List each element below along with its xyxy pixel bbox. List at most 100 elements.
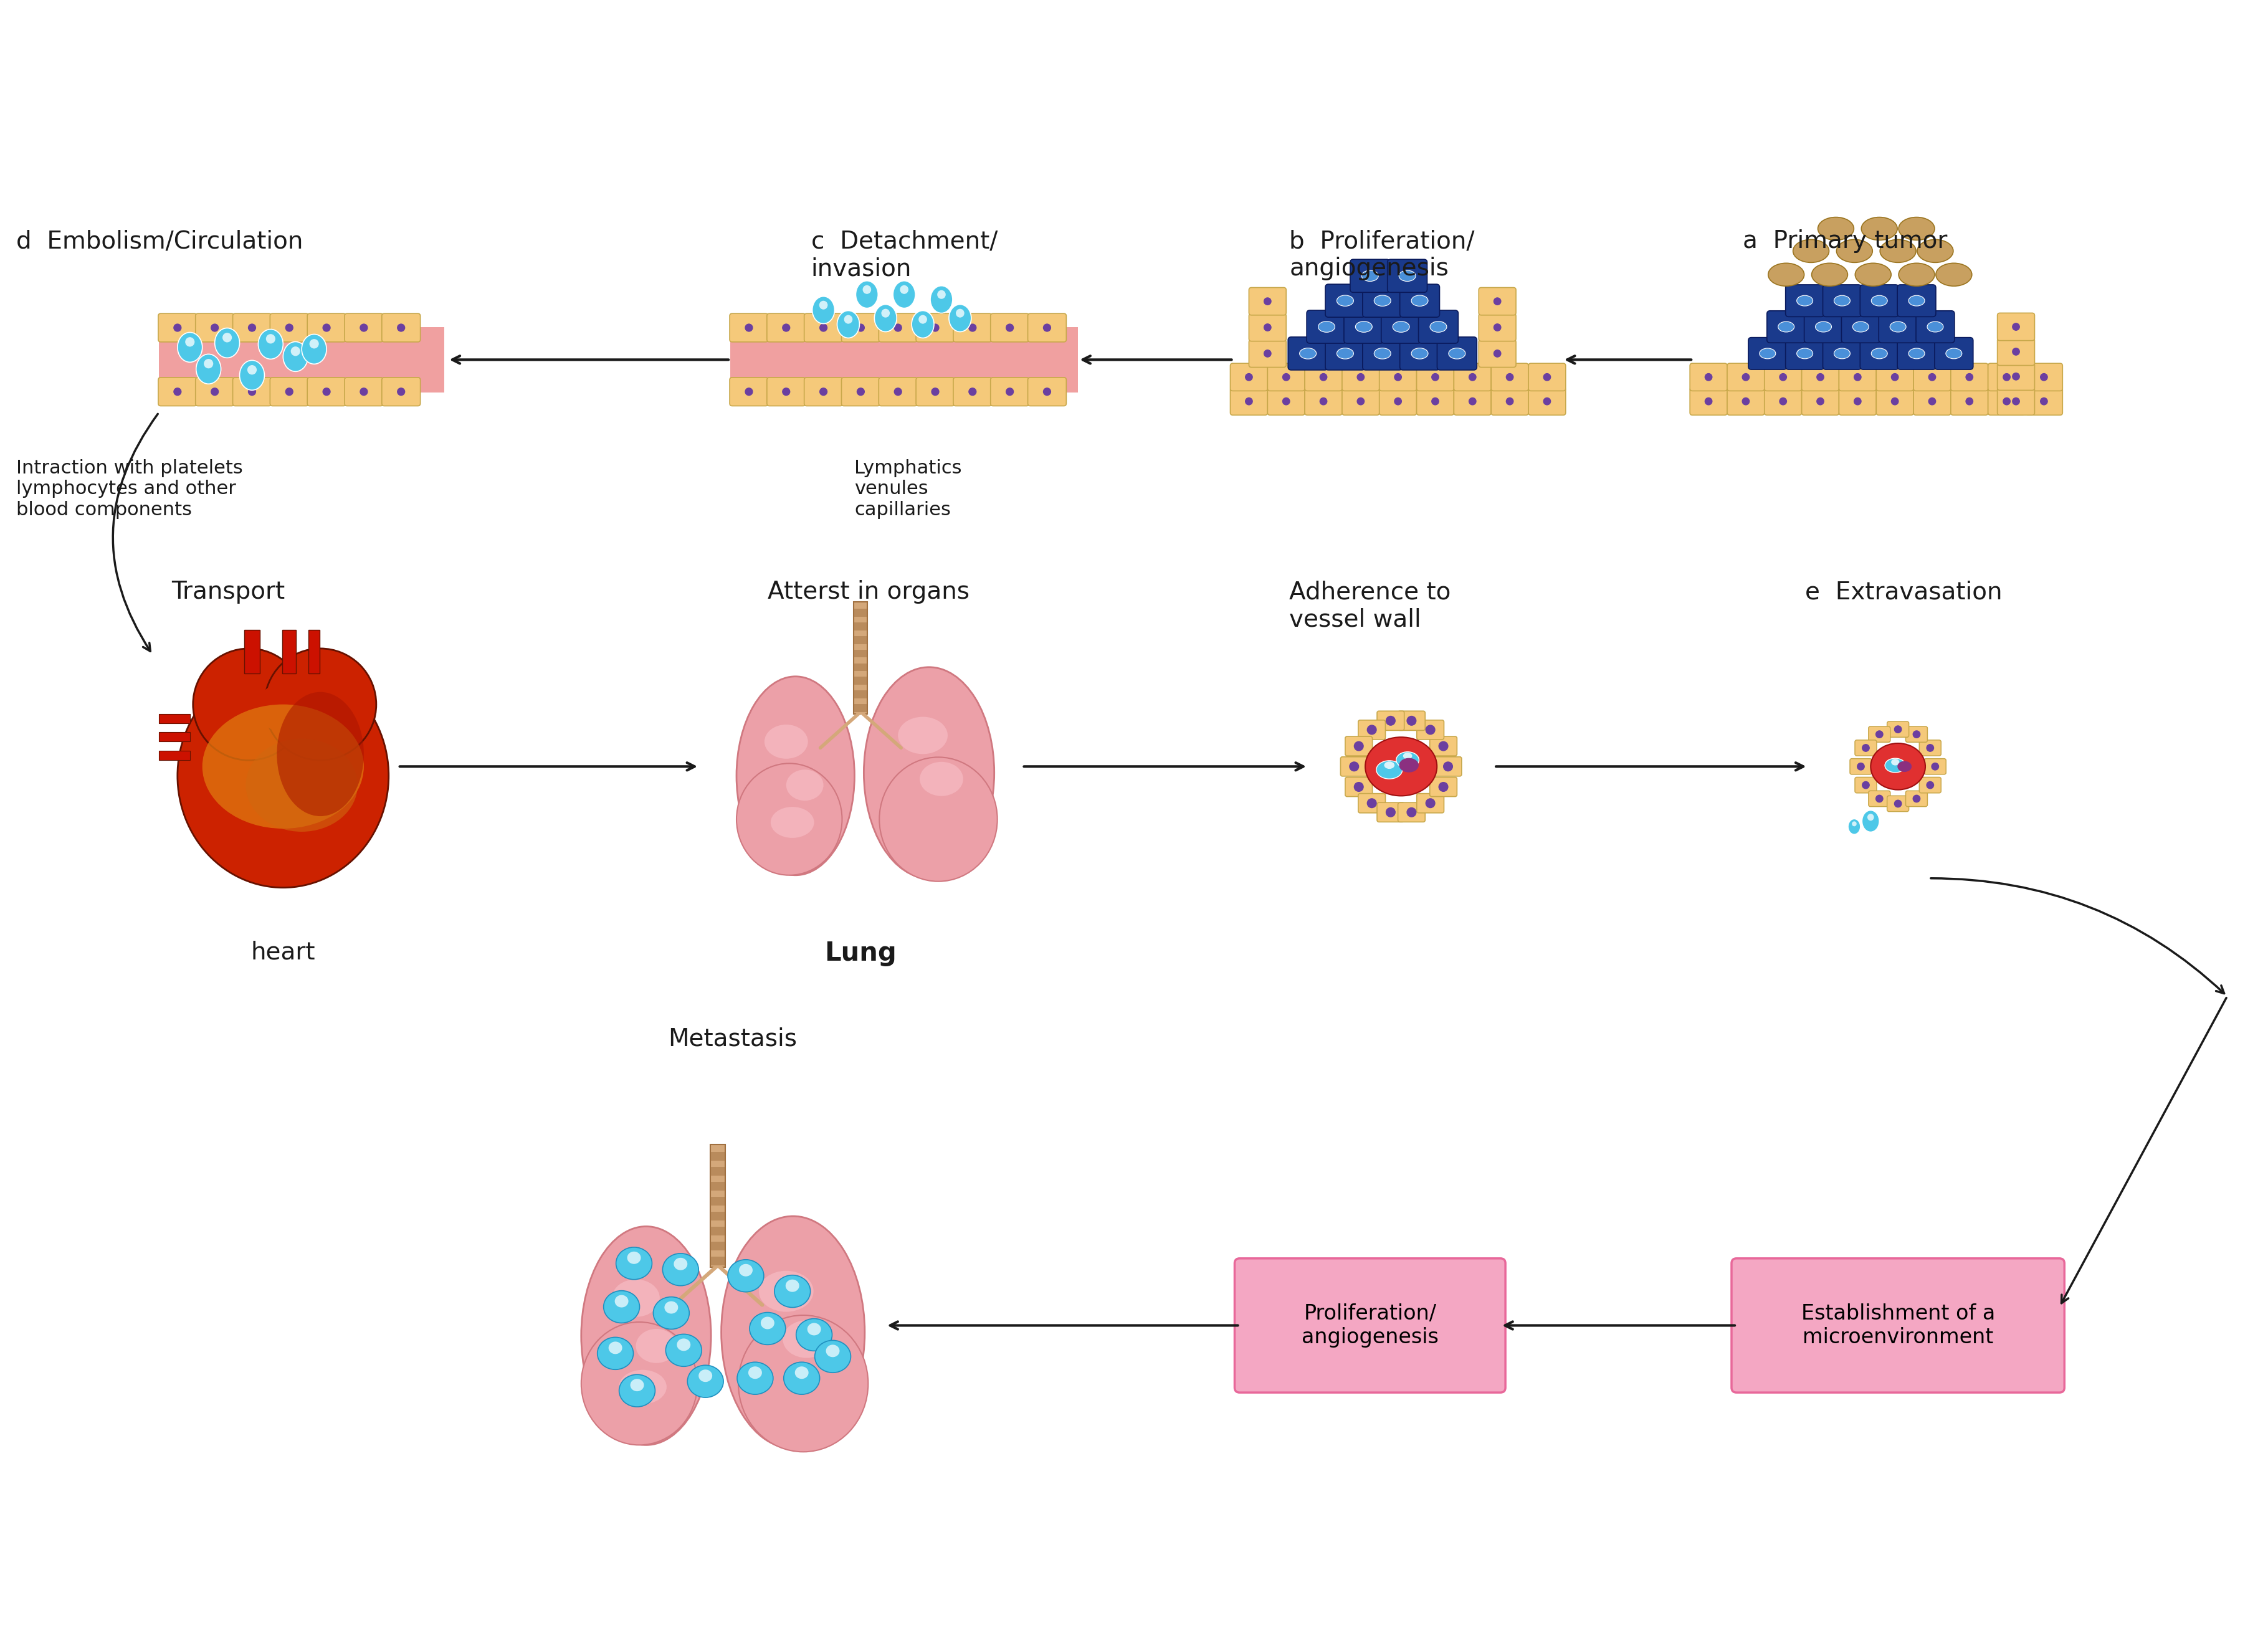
Ellipse shape [1928, 322, 1944, 332]
FancyBboxPatch shape [234, 378, 272, 406]
Ellipse shape [608, 1342, 621, 1354]
Ellipse shape [240, 360, 265, 390]
Circle shape [322, 324, 331, 332]
FancyBboxPatch shape [1438, 337, 1476, 370]
Circle shape [1431, 398, 1438, 404]
FancyBboxPatch shape [953, 314, 991, 342]
Ellipse shape [814, 1341, 850, 1372]
Circle shape [782, 324, 789, 332]
Ellipse shape [1898, 218, 1935, 239]
FancyBboxPatch shape [1399, 284, 1440, 317]
Circle shape [361, 324, 367, 332]
Ellipse shape [1794, 239, 1828, 263]
Bar [245, 631, 261, 674]
FancyBboxPatch shape [1765, 388, 1801, 414]
Ellipse shape [195, 353, 220, 385]
Bar [710, 1212, 726, 1220]
Ellipse shape [844, 315, 853, 324]
Ellipse shape [1365, 736, 1438, 796]
Circle shape [968, 388, 975, 395]
FancyBboxPatch shape [1860, 284, 1898, 317]
Circle shape [1368, 725, 1377, 735]
Circle shape [322, 388, 331, 395]
FancyBboxPatch shape [1998, 338, 2034, 365]
Ellipse shape [826, 1344, 839, 1357]
FancyBboxPatch shape [1803, 310, 1842, 343]
Ellipse shape [739, 1265, 753, 1276]
Ellipse shape [1871, 743, 1926, 789]
Ellipse shape [1404, 753, 1413, 759]
Circle shape [1356, 373, 1365, 381]
Circle shape [1438, 783, 1447, 791]
Ellipse shape [245, 738, 358, 832]
Circle shape [193, 649, 304, 761]
Ellipse shape [1814, 322, 1833, 332]
Ellipse shape [1937, 263, 1971, 286]
Ellipse shape [615, 1294, 628, 1308]
FancyBboxPatch shape [1998, 363, 2034, 390]
Circle shape [1356, 398, 1365, 404]
Circle shape [1368, 799, 1377, 807]
Circle shape [211, 324, 218, 332]
FancyBboxPatch shape [1433, 756, 1461, 776]
Circle shape [1320, 398, 1327, 404]
Circle shape [1263, 297, 1270, 305]
FancyBboxPatch shape [1989, 363, 2025, 391]
Circle shape [1932, 763, 1939, 769]
Ellipse shape [771, 807, 814, 839]
FancyBboxPatch shape [1690, 363, 1728, 391]
Ellipse shape [665, 1301, 678, 1314]
Ellipse shape [764, 725, 807, 759]
Ellipse shape [1885, 758, 1905, 773]
Ellipse shape [1377, 761, 1402, 779]
FancyBboxPatch shape [1429, 736, 1456, 756]
Ellipse shape [1910, 348, 1926, 358]
FancyBboxPatch shape [1887, 796, 1910, 812]
FancyBboxPatch shape [1345, 778, 1372, 796]
FancyBboxPatch shape [1490, 363, 1529, 391]
FancyBboxPatch shape [730, 378, 769, 406]
Ellipse shape [302, 334, 327, 365]
FancyBboxPatch shape [841, 378, 880, 406]
FancyBboxPatch shape [1377, 712, 1404, 730]
Ellipse shape [737, 677, 855, 875]
FancyBboxPatch shape [767, 378, 805, 406]
Circle shape [746, 324, 753, 332]
FancyBboxPatch shape [1343, 388, 1379, 414]
Circle shape [1431, 373, 1438, 381]
FancyBboxPatch shape [345, 314, 383, 342]
FancyBboxPatch shape [1397, 712, 1424, 730]
FancyBboxPatch shape [1288, 337, 1327, 370]
FancyBboxPatch shape [1250, 340, 1286, 367]
Ellipse shape [819, 300, 828, 309]
Ellipse shape [247, 365, 256, 375]
Text: a  Primary tumor: a Primary tumor [1742, 229, 1948, 253]
Circle shape [1926, 745, 1935, 751]
Ellipse shape [948, 304, 971, 332]
FancyBboxPatch shape [1363, 337, 1402, 370]
Ellipse shape [1889, 322, 1905, 332]
FancyBboxPatch shape [1379, 388, 1418, 414]
FancyBboxPatch shape [1418, 310, 1458, 343]
Circle shape [894, 324, 903, 332]
Ellipse shape [1429, 322, 1447, 332]
Ellipse shape [177, 664, 388, 888]
FancyBboxPatch shape [1728, 388, 1765, 414]
Bar [730, 327, 1077, 393]
FancyBboxPatch shape [1765, 363, 1801, 391]
FancyBboxPatch shape [878, 378, 916, 406]
FancyBboxPatch shape [1855, 740, 1876, 756]
FancyBboxPatch shape [1381, 310, 1422, 343]
Ellipse shape [1853, 821, 1857, 826]
Bar [710, 1167, 726, 1176]
Circle shape [1043, 324, 1050, 332]
FancyBboxPatch shape [1767, 310, 1805, 343]
Ellipse shape [862, 286, 871, 294]
FancyBboxPatch shape [1728, 363, 1765, 391]
Ellipse shape [1397, 751, 1420, 768]
Text: Lung: Lung [826, 941, 896, 966]
Bar [710, 1182, 726, 1190]
Ellipse shape [1898, 263, 1935, 286]
Ellipse shape [1855, 263, 1892, 286]
FancyBboxPatch shape [195, 314, 234, 342]
